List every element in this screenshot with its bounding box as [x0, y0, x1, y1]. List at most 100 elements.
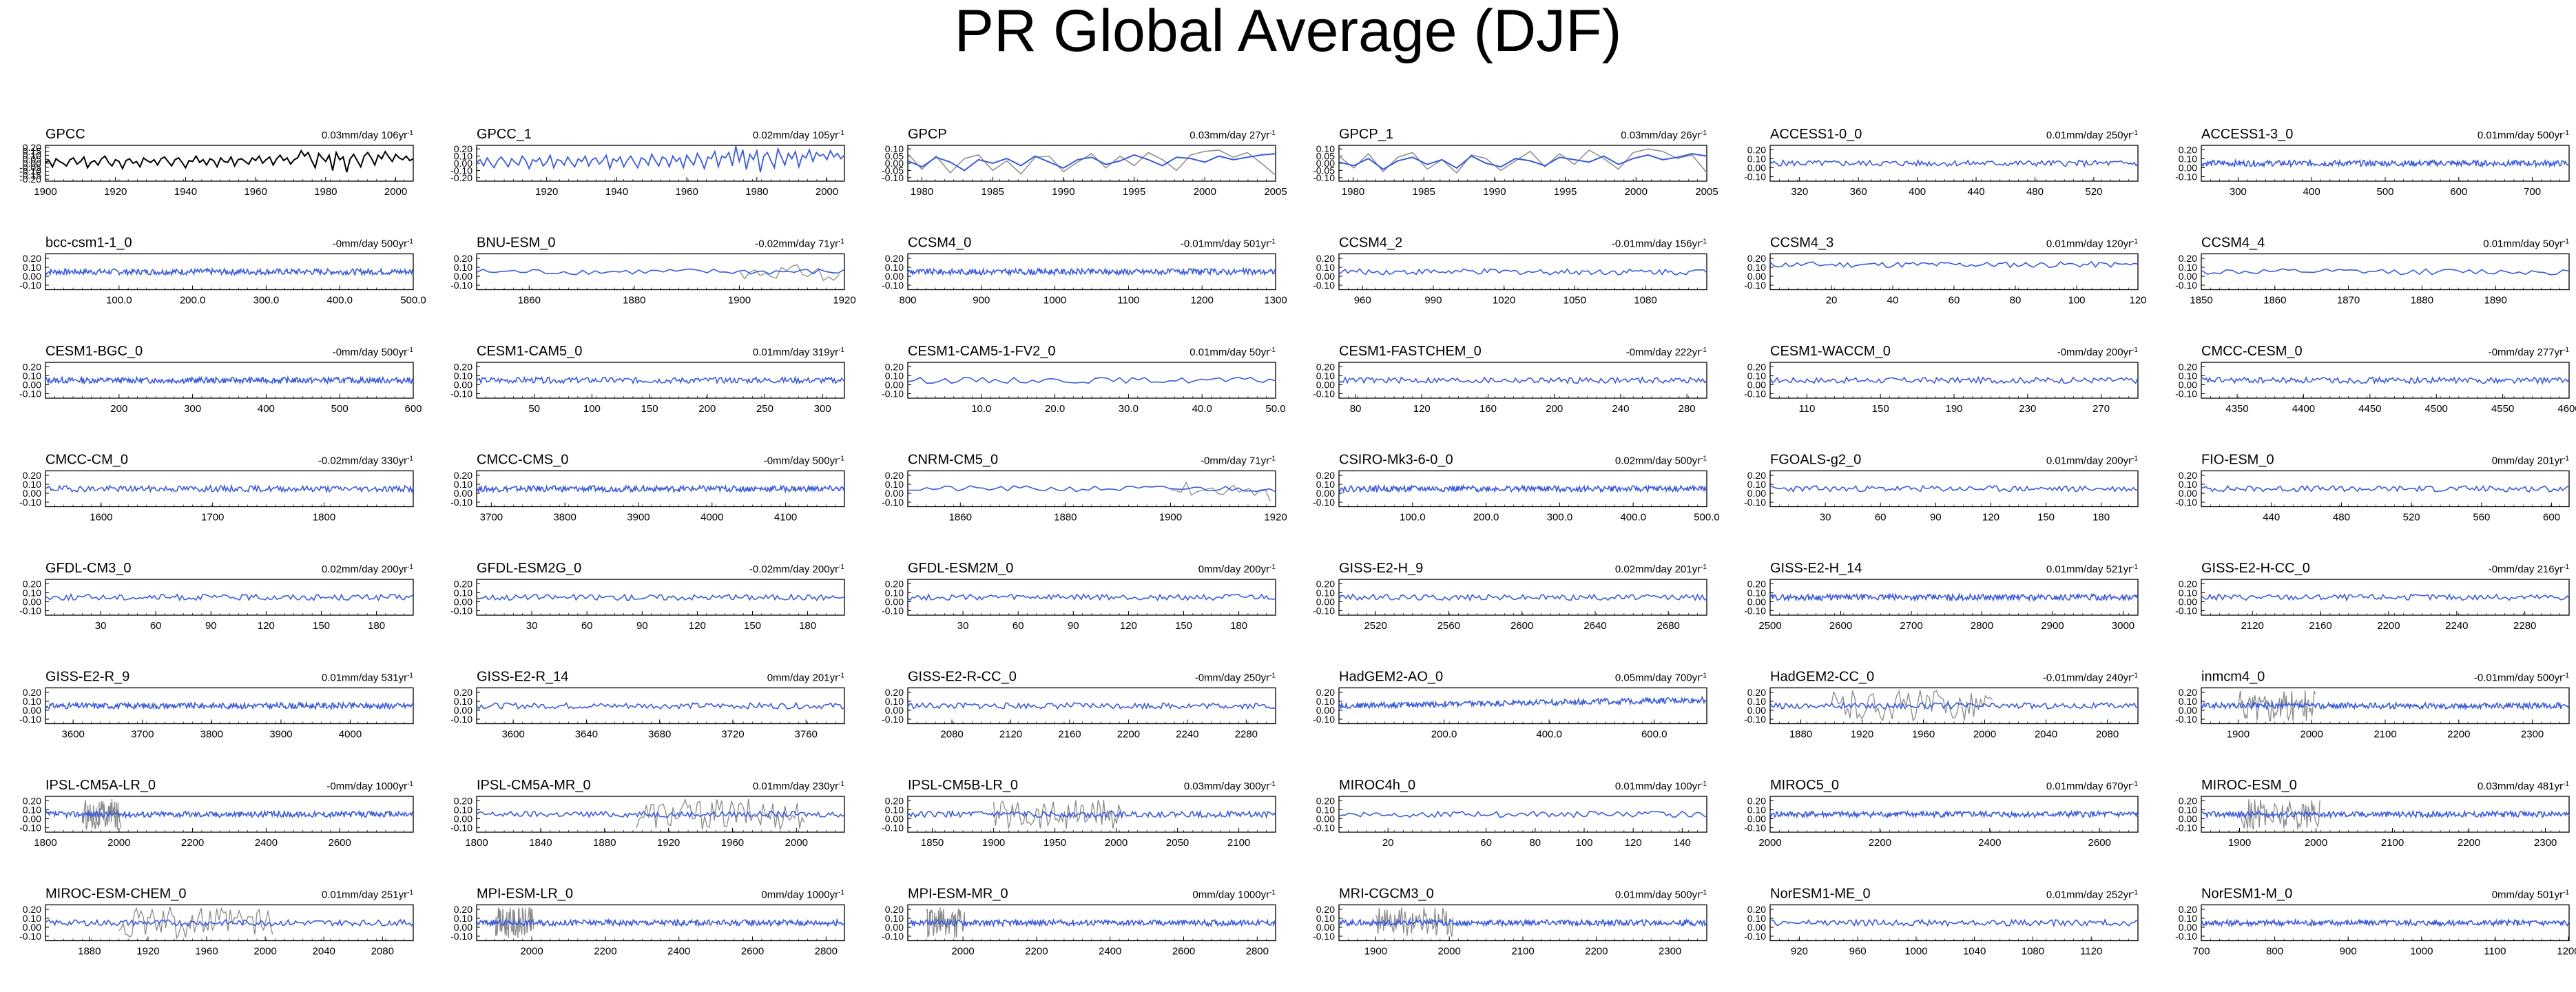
- x-tick-label: 3000: [2112, 620, 2134, 632]
- y-tick-label: -0.10: [882, 606, 904, 617]
- superscript: -1: [407, 889, 413, 896]
- y-tick-label: 0.20: [454, 687, 472, 698]
- series-line: [476, 268, 845, 276]
- y-tick-label: 0.00: [1316, 380, 1335, 391]
- y-tick-label: 0.10: [1747, 262, 1766, 273]
- superscript: -1: [1269, 238, 1276, 245]
- x-tick-label: 1985: [1413, 186, 1435, 198]
- trend-label: 0.01mm/day 319yr-1: [753, 347, 845, 359]
- x-tick-label: 270: [2092, 403, 2110, 415]
- series-line: [907, 376, 1276, 384]
- superscript: -1: [838, 672, 844, 679]
- x-tick-label: 2280: [2513, 620, 2536, 632]
- subplot: HadGEM2-AO_0 0.05mm/day 700yr-1 0.200.100.…: [1313, 670, 1707, 741]
- y-tick-label: 0.00: [1747, 380, 1766, 391]
- x-tick-label: 40.0: [1192, 403, 1212, 415]
- superscript: -1: [1269, 455, 1276, 462]
- x-tick-label: 20: [1826, 295, 1838, 307]
- subplot-title: CMCC-CESM_0: [2201, 344, 2303, 359]
- x-tick-label: 1880: [623, 295, 645, 307]
- x-tick-label: 1050: [1564, 295, 1586, 307]
- y-tick-label: 0.00: [1316, 814, 1335, 825]
- plot-frame: [476, 687, 845, 725]
- superscript: -1: [2563, 889, 2569, 896]
- subplot: FIO-ESM_0 0mm/day 201yr-1 0.200.100.00-0.1…: [2175, 453, 2570, 524]
- y-tick-label: 0.00: [454, 271, 472, 282]
- y-tick-label: 0.20: [1316, 687, 1335, 698]
- y-tick-label: 0.10: [1747, 479, 1766, 490]
- plot-frame: [1338, 796, 1707, 833]
- x-tick-label: 900: [2340, 946, 2357, 958]
- y-tick-label: 0.10: [885, 262, 904, 273]
- y-tick-label: -0.10: [2175, 606, 2197, 617]
- x-tick-label: 1900: [2228, 837, 2251, 849]
- x-tick-label: 60: [1012, 620, 1024, 632]
- subplot: GFDL-ESM2M_0 0mm/day 200yr-10.200.100.00-…: [882, 561, 1276, 632]
- y-tick-label: -0.05: [882, 165, 904, 176]
- x-tick-label: 30: [526, 620, 538, 632]
- subplot-title: CMCC-CM_0: [45, 453, 128, 468]
- x-tick-label: 120: [689, 620, 706, 632]
- y-tick-label: 0.20: [1747, 253, 1766, 264]
- subplot: MRI-CGCM3_0 0.01mm/day 500yr-1 0.200.100.0…: [1313, 887, 1707, 958]
- x-tick-label: 1960: [244, 186, 267, 198]
- y-tick-label: -0.10: [1744, 931, 1766, 942]
- series-line: [2201, 268, 2570, 276]
- reference-line: [1831, 690, 1993, 722]
- y-tick-label: 0.10: [885, 805, 904, 816]
- x-tick-label: 2000: [1973, 729, 1996, 741]
- x-tick-label: 90: [205, 620, 217, 632]
- subplot: CESM1-FASTCHEM_0 -0mm/day 222yr-1 0.200.10…: [1313, 344, 1707, 415]
- x-tick-label: 4350: [2225, 403, 2248, 415]
- subplot: CCSM4_0 -0.01mm/day 501yr-1 0.200.100.00-0…: [882, 236, 1287, 307]
- y-tick-label: -0.20: [19, 174, 41, 185]
- y-tick-label: 0.10: [1316, 696, 1335, 707]
- subplot-title: MIROC5_0: [1770, 778, 1839, 793]
- x-tick-label: 2400: [255, 837, 278, 849]
- y-tick-label: 0.20: [2179, 687, 2197, 698]
- superscript: -1: [838, 564, 844, 571]
- series-line: [45, 149, 414, 173]
- x-tick-label: 2200: [2447, 729, 2470, 741]
- x-tick-label: 4400: [2292, 403, 2315, 415]
- trend-label: -0mm/day 277yr-1: [2489, 347, 2570, 359]
- x-tick-label: 360: [1850, 186, 1867, 198]
- x-tick-label: 440: [1968, 186, 1985, 198]
- y-tick-label: 0.20: [1316, 796, 1335, 807]
- trend-label: -0.02mm/day 71yr-1: [755, 238, 844, 250]
- y-tick-label: 0.00: [23, 158, 41, 169]
- subplot: IPSL-CM5A-LR_0 -0mm/day 1000yr-1 0.200.100…: [19, 778, 414, 849]
- superscript: -1: [838, 347, 844, 354]
- subplot: inmcm4_0 -0.01mm/day 500yr-10.200.100.00-…: [2175, 670, 2570, 741]
- y-tick-label: 0.20: [23, 142, 41, 153]
- y-tick-label: 0.05: [885, 151, 904, 162]
- x-tick-label: 1985: [981, 186, 1004, 198]
- superscript: -1: [407, 130, 413, 137]
- trend-label: -0.01mm/day 500yr-1: [2474, 672, 2570, 684]
- x-tick-label: 1800: [313, 512, 335, 524]
- x-tick-label: 700: [2524, 186, 2541, 198]
- subplot-title: GFDL-CM3_0: [45, 561, 131, 576]
- superscript: -1: [407, 238, 413, 245]
- x-tick-label: 3900: [627, 512, 650, 524]
- y-tick-label: 0.20: [1316, 253, 1335, 264]
- superscript: -1: [1269, 564, 1276, 571]
- y-tick-label: 0.00: [885, 705, 904, 716]
- subplot: MIROC-ESM_0 0.03mm/day 481yr-1 0.200.100.0…: [2175, 778, 2570, 849]
- x-tick-label: 120: [2129, 295, 2146, 307]
- subplot-title: bcc-csm1-1_0: [45, 236, 132, 251]
- trend-label: 0.01mm/day 50yr-1: [2483, 238, 2569, 250]
- subplot: MPI-ESM-MR_0 0mm/day 1000yr-1 0.200.100.00…: [882, 887, 1276, 958]
- y-tick-label: -0.10: [882, 823, 904, 834]
- y-tick-label: -0.10: [1744, 280, 1766, 291]
- x-tick-label: 2000: [1758, 837, 1781, 849]
- y-tick-label: -0.10: [882, 497, 904, 508]
- x-tick-label: 320: [1791, 186, 1808, 198]
- superscript: -1: [407, 347, 413, 354]
- x-tick-label: 1900: [34, 186, 56, 198]
- subplot: GPCC_1 0.02mm/day 105yr-1 0.200.100.00-0.1…: [450, 127, 845, 198]
- x-tick-label: 2560: [1437, 620, 1460, 632]
- subplot: GISS-E2-H_14 0.01mm/day 521yr-1 0.200.100.…: [1744, 561, 2139, 632]
- y-tick-label: -0.10: [1744, 606, 1766, 617]
- x-tick-label: 150: [313, 620, 330, 632]
